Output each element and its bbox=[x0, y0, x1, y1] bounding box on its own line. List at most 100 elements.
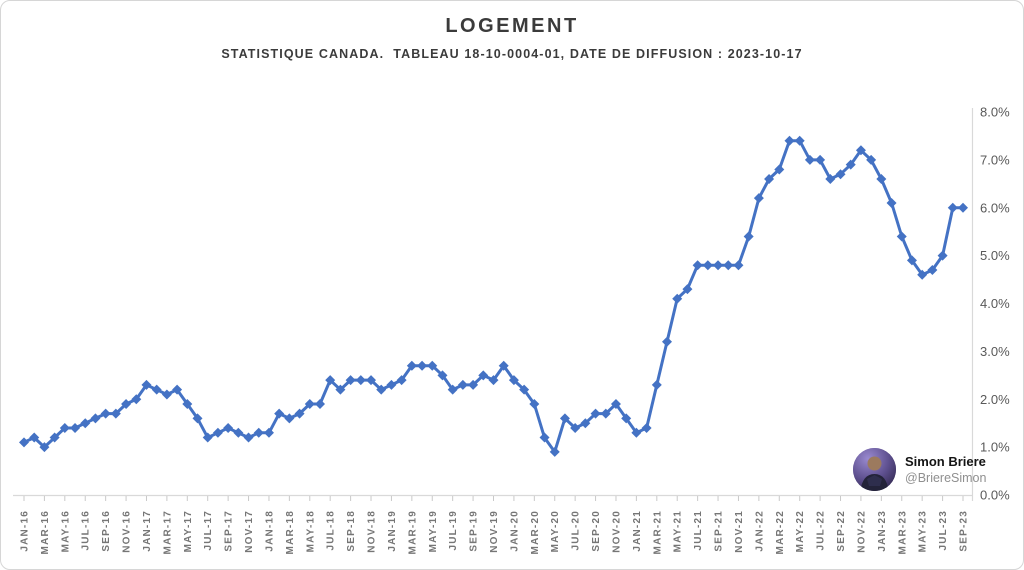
data-point-marker bbox=[672, 293, 683, 304]
x-axis-label: JUL-21 bbox=[693, 510, 704, 551]
x-axis-label: JUL-22 bbox=[816, 510, 827, 551]
y-axis-label: 1.0% bbox=[980, 440, 1010, 455]
x-axis-label: NOV-18 bbox=[367, 510, 378, 553]
y-axis-label: 3.0% bbox=[980, 344, 1010, 359]
data-point-marker bbox=[447, 384, 458, 395]
data-point-marker bbox=[284, 413, 295, 424]
x-axis-label: SEP-17 bbox=[224, 510, 235, 552]
data-point-marker bbox=[243, 432, 254, 443]
x-axis-label: JAN-18 bbox=[264, 510, 275, 552]
x-axis-label: NOV-22 bbox=[856, 510, 867, 553]
y-axis-label: 2.0% bbox=[980, 392, 1010, 407]
x-axis-label: JUL-20 bbox=[571, 510, 582, 551]
series-line bbox=[22, 139, 965, 454]
data-point-marker bbox=[437, 370, 448, 381]
data-point-marker bbox=[774, 164, 785, 175]
data-point-marker bbox=[662, 336, 673, 347]
data-point-marker bbox=[947, 202, 958, 213]
data-point-marker bbox=[845, 159, 856, 170]
data-point-marker bbox=[325, 375, 336, 386]
data-point-marker bbox=[253, 427, 264, 438]
data-point-marker bbox=[927, 264, 938, 275]
data-point-marker bbox=[498, 360, 509, 371]
data-point-marker bbox=[80, 418, 91, 429]
x-axis-label: SEP-22 bbox=[836, 510, 847, 552]
data-point-marker bbox=[794, 135, 805, 146]
data-point-marker bbox=[294, 408, 305, 419]
data-point-marker bbox=[682, 284, 693, 295]
data-point-marker bbox=[559, 413, 570, 424]
x-axis-label: SEP-21 bbox=[714, 510, 725, 552]
data-point-marker bbox=[906, 255, 917, 266]
data-point-marker bbox=[19, 437, 29, 448]
data-point-marker bbox=[468, 379, 479, 390]
x-axis-label: MAR-16 bbox=[40, 510, 51, 554]
data-point-marker bbox=[815, 154, 826, 165]
data-point-marker bbox=[233, 427, 244, 438]
x-axis-label: JUL-17 bbox=[203, 510, 214, 551]
x-axis-label: JAN-17 bbox=[142, 510, 153, 552]
y-axis-label: 8.0% bbox=[980, 105, 1010, 120]
data-point-marker bbox=[580, 418, 591, 429]
x-axis-label: NOV-16 bbox=[122, 510, 133, 553]
data-point-marker bbox=[549, 446, 560, 457]
data-point-marker bbox=[692, 260, 703, 271]
x-axis-label: JAN-20 bbox=[509, 510, 520, 552]
data-point-marker bbox=[355, 375, 366, 386]
x-axis-label: MAY-20 bbox=[550, 510, 561, 552]
x-axis-label: MAR-17 bbox=[162, 510, 173, 554]
x-axis-label: NOV-17 bbox=[244, 510, 255, 553]
data-point-marker bbox=[937, 250, 948, 261]
data-point-marker bbox=[804, 154, 815, 165]
chart-title: LOGEMENT bbox=[445, 15, 579, 37]
data-point-marker bbox=[876, 174, 887, 185]
data-point-marker bbox=[641, 422, 652, 433]
data-point-marker bbox=[917, 269, 928, 280]
x-axis-label: MAR-19 bbox=[407, 510, 418, 554]
data-point-marker bbox=[396, 375, 407, 386]
x-axis-label: NOV-20 bbox=[611, 510, 622, 553]
watermark-name: Simon Briere bbox=[905, 454, 986, 469]
data-point-marker bbox=[90, 413, 101, 424]
data-point-marker bbox=[182, 399, 193, 410]
x-axis-label: SEP-19 bbox=[469, 510, 480, 552]
data-point-marker bbox=[957, 202, 968, 213]
data-point-marker bbox=[161, 389, 172, 400]
x-axis-label: MAY-22 bbox=[795, 510, 806, 552]
x-axis-label: MAY-17 bbox=[183, 510, 194, 552]
data-point-marker bbox=[39, 442, 50, 453]
data-point-marker bbox=[274, 408, 285, 419]
data-point-marker bbox=[121, 399, 132, 410]
data-point-marker bbox=[723, 260, 734, 271]
data-point-marker bbox=[202, 432, 213, 443]
x-axis-label: NOV-21 bbox=[734, 510, 745, 553]
data-point-marker bbox=[764, 174, 775, 185]
x-axis-label: JUL-16 bbox=[81, 510, 92, 551]
data-point-marker bbox=[702, 260, 713, 271]
data-point-marker bbox=[519, 384, 530, 395]
data-point-marker bbox=[835, 169, 846, 180]
data-point-marker bbox=[406, 360, 417, 371]
data-point-marker bbox=[896, 231, 907, 242]
data-point-marker bbox=[713, 260, 724, 271]
x-axis-label: SEP-23 bbox=[958, 510, 969, 552]
x-axis-label: MAY-16 bbox=[60, 510, 71, 552]
x-axis-label: MAR-22 bbox=[775, 510, 786, 554]
data-point-marker bbox=[100, 408, 111, 419]
data-point-marker bbox=[886, 197, 897, 208]
data-point-marker bbox=[733, 260, 744, 271]
data-point-marker bbox=[110, 408, 121, 419]
data-point-marker bbox=[29, 432, 40, 443]
data-point-marker bbox=[753, 193, 764, 204]
y-axis-label: 6.0% bbox=[980, 200, 1010, 215]
data-point-marker bbox=[212, 427, 223, 438]
data-point-marker bbox=[345, 375, 356, 386]
data-point-marker bbox=[621, 413, 632, 424]
x-axis-label: MAR-21 bbox=[652, 510, 663, 554]
data-point-marker bbox=[590, 408, 601, 419]
data-point-marker bbox=[457, 379, 468, 390]
data-point-marker bbox=[784, 135, 795, 146]
x-axis-label: MAY-21 bbox=[673, 510, 684, 552]
data-point-marker bbox=[131, 394, 142, 405]
